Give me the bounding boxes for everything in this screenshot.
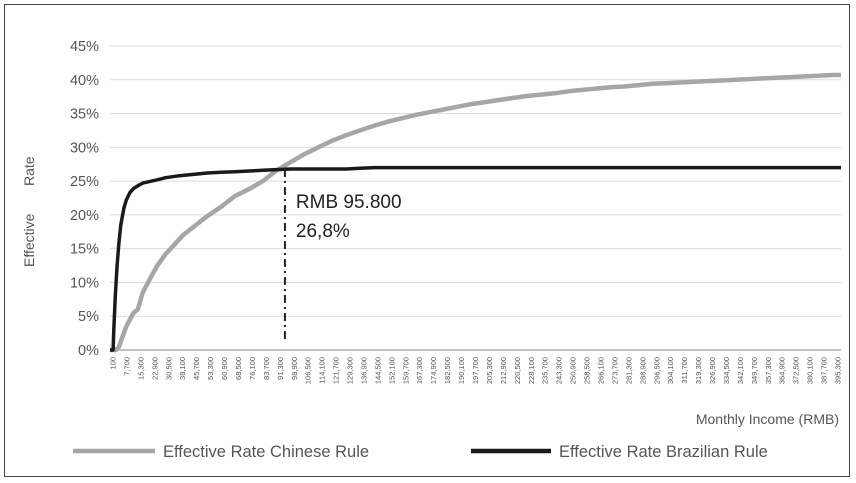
x-tick-label: 258,500 <box>583 357 592 384</box>
chart-frame: 0% 5% 10% 15% 20% 25% 30% 35% 40% 45% 100 7,700 15,… <box>4 4 850 477</box>
x-tick-label: 121,700 <box>332 357 341 384</box>
x-tick-label: 288,900 <box>638 357 647 384</box>
x-tick-label: 68,500 <box>234 357 243 380</box>
x-tick-label: 76,100 <box>248 357 257 380</box>
x-tick-label: 60,900 <box>220 357 229 380</box>
x-tick-label: 334,500 <box>722 357 731 384</box>
x-tick-label: 174,900 <box>429 357 438 384</box>
x-tick-label: 167,300 <box>415 357 424 384</box>
x-tick-label: 243,300 <box>555 357 564 384</box>
x-tick-label: 311,700 <box>680 357 689 384</box>
y-axis-label-effective: Effective <box>21 213 37 267</box>
legend-label-chinese: Effective Rate Chinese Rule <box>163 443 369 461</box>
y-tick-label: 45% <box>70 39 99 55</box>
x-tick-label: 91,300 <box>276 357 285 380</box>
x-tick-label: 326,900 <box>708 357 717 384</box>
line-chart: 0% 5% 10% 15% 20% 25% 30% 35% 40% 45% 100 7,700 15,… <box>21 39 843 461</box>
x-tick-label: 38,100 <box>178 357 187 380</box>
x-tick-label: 197,700 <box>471 357 480 384</box>
x-tick-label: 296,500 <box>652 357 661 384</box>
x-tick-label: 152,100 <box>387 357 396 384</box>
y-tick-label: 30% <box>70 140 99 156</box>
y-tick-label: 35% <box>70 107 99 123</box>
x-tick-label: 106,500 <box>304 357 313 384</box>
x-tick-label: 387,700 <box>820 357 829 384</box>
x-tick-label: 342,100 <box>736 357 745 384</box>
x-tick-label: 7,700 <box>122 357 131 376</box>
annotation-rate-label: 26,8% <box>296 221 350 242</box>
x-tick-label: 205,300 <box>485 357 494 384</box>
y-tick-label: 15% <box>70 242 99 258</box>
x-tick-label: 250,900 <box>569 357 578 384</box>
series-line-chinese <box>110 72 841 353</box>
x-tick-label: 349,700 <box>750 357 759 384</box>
x-tick-label: 136,900 <box>359 357 368 384</box>
x-tick-label: 22,900 <box>150 357 159 380</box>
y-tick-label: 5% <box>78 309 99 325</box>
x-tick-label: 144,500 <box>373 357 382 384</box>
x-tick-label: 114,100 <box>318 357 327 384</box>
series-line-brazilian <box>110 165 841 352</box>
x-tick-label: 15,300 <box>136 357 145 380</box>
y-tick-label: 0% <box>78 343 99 359</box>
x-tick-label: 182,500 <box>443 357 452 384</box>
annotation: RMB 95.800 26,8% <box>283 168 402 339</box>
x-tick-label: 98,900 <box>290 357 299 380</box>
x-tick-label: 380,100 <box>806 357 815 384</box>
x-tick-label: 235,700 <box>541 357 550 384</box>
x-tick-label: 395,300 <box>834 357 843 384</box>
x-tick-label: 357,300 <box>764 357 773 384</box>
x-axis-label: Monthly Income (RMB) <box>696 411 839 427</box>
x-tick-label: 30,500 <box>164 357 173 380</box>
gridlines <box>110 45 841 351</box>
x-tick-label: 228,100 <box>527 357 536 384</box>
x-tick-label: 83,700 <box>262 357 271 380</box>
x-tick-label: 281,300 <box>624 357 633 384</box>
series-lines <box>110 72 841 353</box>
x-tick-label: 53,300 <box>206 357 215 380</box>
y-tick-label: 25% <box>70 174 99 190</box>
y-tick-label: 10% <box>70 275 99 291</box>
y-tick-label: 20% <box>70 208 99 224</box>
x-tick-label: 129,300 <box>346 357 355 384</box>
annotation-income-label: RMB 95.800 <box>296 192 402 213</box>
y-tick-label: 40% <box>70 73 99 89</box>
x-tick-label: 273,700 <box>610 357 619 384</box>
x-tick-label: 372,500 <box>792 357 801 384</box>
x-tick-label: 319,300 <box>694 357 703 384</box>
x-tick-label: 304,100 <box>666 357 675 384</box>
x-tick-label: 212,900 <box>499 357 508 384</box>
x-tick-label: 100 <box>109 357 118 370</box>
legend-label-brazilian: Effective Rate Brazilian Rule <box>559 443 768 461</box>
legend: Effective Rate Chinese Rule Effective Ra… <box>73 443 768 461</box>
x-tick-label: 364,900 <box>778 357 787 384</box>
x-tick-label: 190,100 <box>457 357 466 384</box>
x-tick-labels: 100 7,700 15,300 22,900 30,500 38,100 45,700 53… <box>109 357 843 384</box>
x-tick-label: 159,700 <box>401 357 410 384</box>
x-tick-label: 266,100 <box>596 357 605 384</box>
x-tick-label: 220,500 <box>513 357 522 384</box>
y-axis-label-rate: Rate <box>21 156 37 186</box>
x-tick-label: 45,700 <box>192 357 201 380</box>
y-tick-labels: 0% 5% 10% 15% 20% 25% 30% 35% 40% 45% <box>70 39 99 359</box>
